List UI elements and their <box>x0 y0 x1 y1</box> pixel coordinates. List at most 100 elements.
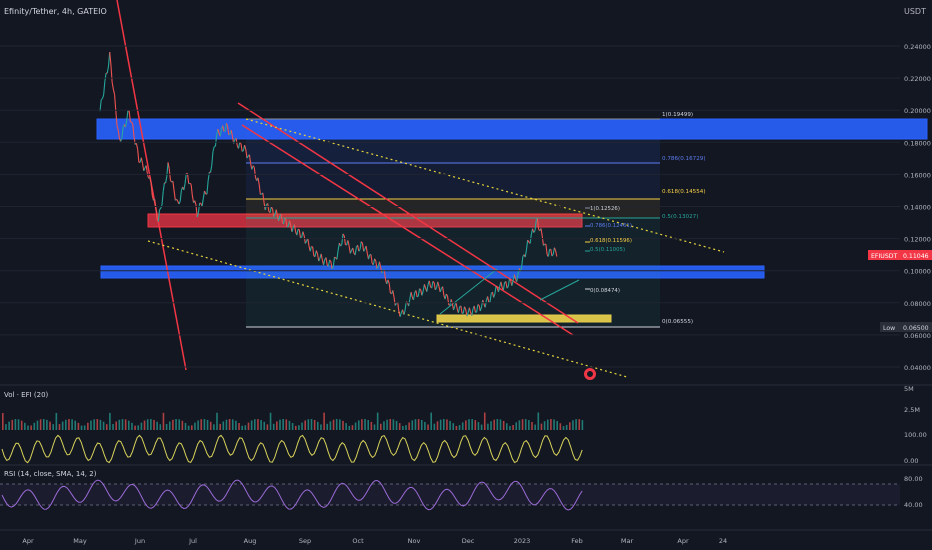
price-segment <box>342 233 345 237</box>
volume-bar <box>424 421 426 430</box>
volume-bar <box>509 426 511 430</box>
price-segment <box>252 165 255 168</box>
box-yellow[interactable] <box>436 314 612 323</box>
fib-big-label: 0.5(0.13027) <box>662 214 698 220</box>
volume-bar <box>58 424 61 430</box>
red-line-main-2[interactable] <box>241 124 574 336</box>
price-segment <box>183 183 186 191</box>
price-segment <box>378 261 382 268</box>
volume-bar <box>559 423 562 430</box>
volume-bar <box>231 419 234 430</box>
time-tick-label: Jul <box>188 537 197 545</box>
volume-bar <box>146 419 149 430</box>
volume-bar <box>411 420 414 430</box>
fib-big-label: 0(0.06555) <box>662 319 693 325</box>
volume-bar <box>490 421 492 430</box>
price-segment <box>397 302 400 312</box>
fib-big-label: 1(0.19499) <box>662 112 693 118</box>
volume-bar <box>216 412 218 430</box>
price-segment <box>433 282 436 290</box>
price-segment <box>354 247 357 256</box>
price-segment <box>258 184 261 195</box>
box-red[interactable] <box>147 213 583 228</box>
price-segment <box>370 254 373 264</box>
teal-channel-1[interactable] <box>439 268 498 315</box>
volume-bar <box>269 412 272 430</box>
volume-bar <box>553 419 555 430</box>
price-segment <box>432 280 435 284</box>
volume-bar <box>181 420 184 430</box>
efi-scale-100: 100.00 <box>904 431 927 439</box>
currency-label: USDT <box>904 7 926 16</box>
price-segment <box>437 281 440 287</box>
price-segment <box>471 308 474 316</box>
price-segment <box>269 206 272 213</box>
price-segment <box>388 283 391 294</box>
volume-bar <box>241 425 243 430</box>
volume-bar <box>351 425 354 430</box>
rsi-series <box>1 479 583 511</box>
price-segment <box>230 130 233 137</box>
volume-bar <box>395 420 398 430</box>
price-segment <box>374 258 377 262</box>
price-segment <box>507 278 510 287</box>
teal-channel-2[interactable] <box>539 279 580 301</box>
price-segment <box>167 162 170 169</box>
volume-bar <box>414 419 417 430</box>
price-segment <box>212 146 215 152</box>
volume-bar <box>194 422 196 430</box>
price-tick-label: 0.22000 <box>904 75 931 83</box>
price-segment <box>257 177 260 185</box>
price-segment <box>363 248 366 252</box>
volume-bar <box>131 422 133 430</box>
price-segment <box>442 286 445 296</box>
volume-bar <box>65 419 67 430</box>
volume-bar <box>168 421 171 430</box>
time-tick-label: 2023 <box>514 537 531 545</box>
volume-bar <box>2 413 4 430</box>
volume-bar <box>364 419 366 430</box>
volume-bar <box>162 412 165 430</box>
price-segment <box>336 250 339 260</box>
volume-bar <box>74 420 77 430</box>
volume-bar <box>461 422 464 430</box>
low-label: Low <box>883 325 895 332</box>
price-segment <box>176 198 179 202</box>
price-segment <box>331 266 334 270</box>
rsi-scale-40: 40.00 <box>904 501 923 509</box>
fib-small-label: 0.618(0.11596) <box>590 238 632 244</box>
volume-bar <box>348 425 351 430</box>
volume-bar <box>184 422 187 430</box>
volume-bar <box>172 419 174 430</box>
price-segment <box>329 259 332 262</box>
price-segment <box>412 292 416 301</box>
price-segment <box>525 240 529 250</box>
volume-bar <box>121 419 124 430</box>
price-segment <box>552 247 555 255</box>
time-tick-label: Mar <box>621 537 634 545</box>
price-segment <box>240 143 243 152</box>
price-segment <box>248 154 252 164</box>
price-segment <box>453 305 456 311</box>
red-line-main-1[interactable] <box>237 102 579 324</box>
price-segment <box>403 310 406 315</box>
price-segment <box>135 143 139 150</box>
price-segment <box>170 180 173 183</box>
price-segment <box>293 224 297 232</box>
price-segment <box>527 239 530 243</box>
volume-bar <box>480 424 483 430</box>
price-segment <box>524 249 528 258</box>
price-segment <box>278 215 281 222</box>
price-segment <box>111 82 114 90</box>
price-segment <box>121 127 124 139</box>
time-tick-label: Nov <box>408 537 421 545</box>
volume-bar <box>294 425 297 430</box>
volume-bar <box>178 419 180 430</box>
price-segment <box>106 65 110 74</box>
box-blue-bottom[interactable] <box>100 265 765 279</box>
volume-bar <box>537 412 540 430</box>
price-segment <box>316 253 320 262</box>
price-segment <box>141 163 145 171</box>
time-axis: Apr May Jun Jul Aug Sep Oct Nov Dec 2023 Feb Mar Apr… <box>22 537 727 545</box>
volume-bar <box>105 424 108 430</box>
